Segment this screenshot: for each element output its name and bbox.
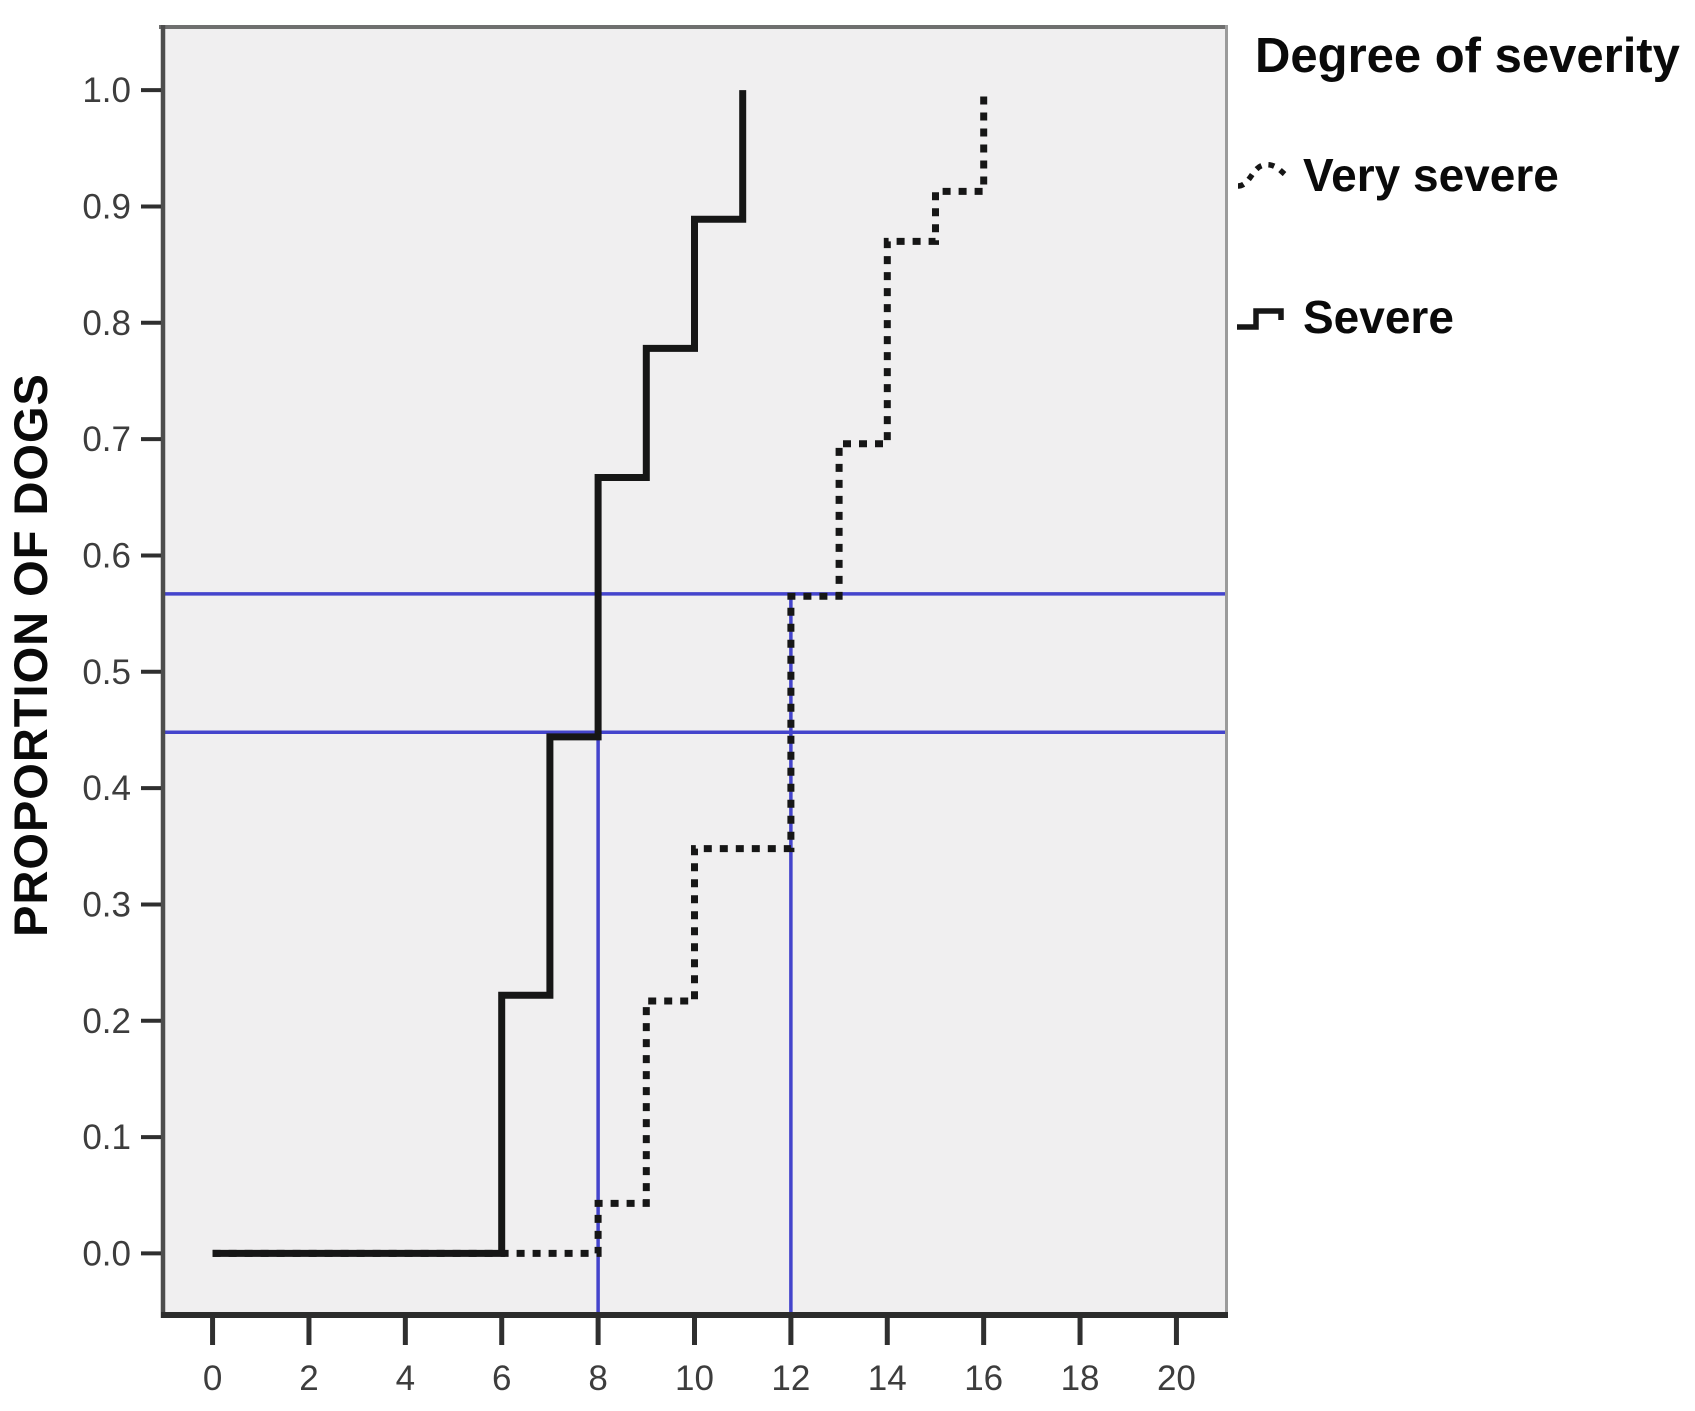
- x-axis-tick-label: 10: [675, 1359, 714, 1398]
- dotted-step-line-icon: [1237, 161, 1289, 189]
- x-axis-tick-label: 18: [1061, 1359, 1100, 1398]
- x-axis-tick-label: 12: [771, 1359, 810, 1398]
- y-axis-tick-label: 0.0: [82, 1234, 131, 1273]
- y-axis-tick-label: 0.8: [82, 304, 131, 343]
- legend-title: Degree of severity: [1255, 29, 1680, 83]
- y-axis-tick-label: 0.1: [82, 1118, 131, 1157]
- legend: Degree of severity Very severe Severe: [1150, 18, 1695, 388]
- x-axis-tick-label: 14: [868, 1359, 907, 1398]
- x-axis-tick-label: 6: [492, 1359, 511, 1398]
- x-axis-tick-label: 0: [203, 1359, 222, 1398]
- y-axis-tick-label: 0.7: [82, 420, 131, 459]
- solid-step-line-icon: [1237, 308, 1284, 330]
- x-axis-tick-label: 2: [299, 1359, 318, 1398]
- y-axis-tick-label: 0.4: [82, 769, 131, 808]
- y-axis-tick-label: 0.3: [82, 885, 131, 924]
- x-axis-tick-label: 20: [1157, 1359, 1196, 1398]
- legend-item-label: Severe: [1303, 291, 1454, 343]
- y-axis-tick-label: 1.0: [82, 71, 131, 110]
- legend-item-severe: Severe: [1235, 290, 1454, 344]
- y-axis-tick-label: 0.5: [82, 653, 131, 692]
- x-axis-tick-label: 16: [964, 1359, 1003, 1398]
- y-axis-tick-label: 0.9: [82, 187, 131, 226]
- y-axis-tick-label: 0.6: [82, 536, 131, 575]
- legend-item-very-severe: Very severe: [1235, 148, 1559, 202]
- series-line-severe: [212, 90, 747, 1257]
- y-axis-tick-label: 0.2: [82, 1002, 131, 1041]
- series-line-very-severe: [212, 90, 988, 1257]
- x-axis-tick-label: 4: [396, 1359, 415, 1398]
- legend-item-label: Very severe: [1303, 149, 1559, 201]
- x-axis-tick-label: 8: [588, 1359, 607, 1398]
